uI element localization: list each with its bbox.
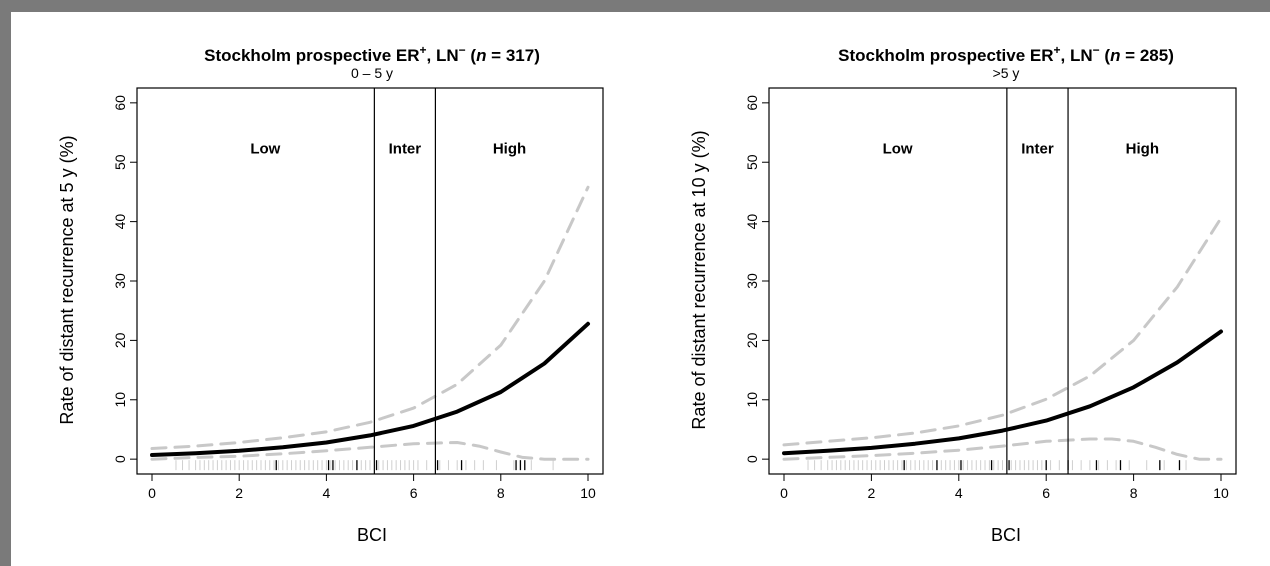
lower-ci-line bbox=[150, 441, 590, 461]
y-tick-label: 10 bbox=[744, 392, 760, 408]
x-tick-label: 0 bbox=[148, 485, 156, 501]
y-tick-label: 50 bbox=[744, 154, 760, 170]
y-axis-label: Rate of distant recurrence at 5 y (%) bbox=[57, 135, 77, 424]
y-tick-label: 60 bbox=[112, 95, 128, 111]
top-border-band bbox=[0, 0, 1270, 12]
panel-right: Stockholm prospective ER+, LN− (n = 285)… bbox=[689, 43, 1237, 545]
y-tick-label: 40 bbox=[744, 214, 760, 230]
upper-ci-line bbox=[782, 216, 1223, 447]
x-tick-label: 6 bbox=[1042, 485, 1050, 501]
plot-box bbox=[136, 87, 604, 475]
y-tick-label: 0 bbox=[744, 455, 760, 463]
y-tick-label: 20 bbox=[744, 332, 760, 348]
plot-area: Low Inter High 0 2 4 6 8 10 0 10 20 30 40 50 60 bbox=[112, 87, 604, 501]
estimate-line bbox=[782, 329, 1223, 456]
panel-title: Stockholm prospective ER+, LN− (n = 317) bbox=[204, 43, 540, 65]
y-tick-label: 40 bbox=[112, 214, 128, 230]
region-label: High bbox=[1126, 140, 1159, 157]
x-tick-label: 10 bbox=[580, 485, 596, 501]
y-tick-label: 10 bbox=[112, 392, 128, 408]
region-label: Low bbox=[883, 140, 913, 157]
x-tick-label: 4 bbox=[955, 485, 963, 501]
x-tick-label: 8 bbox=[497, 485, 505, 501]
plot-area: Low Inter High 0 2 4 6 8 10 0 10 20 30 40 50 60 bbox=[744, 87, 1237, 501]
region-label: Low bbox=[250, 140, 280, 157]
left-border-band bbox=[0, 0, 11, 566]
estimate-line bbox=[150, 321, 590, 457]
x-axis-label: BCI bbox=[991, 525, 1021, 545]
panel-subtitle: 0 – 5 y bbox=[351, 65, 393, 81]
y-axis-label: Rate of distant recurrence at 10 y (%) bbox=[689, 130, 709, 429]
y-tick-label: 60 bbox=[744, 95, 760, 111]
region-label: High bbox=[493, 140, 526, 157]
region-label: Inter bbox=[389, 140, 422, 157]
y-tick-label: 0 bbox=[112, 455, 128, 463]
panel-left: Stockholm prospective ER+, LN− (n = 317)… bbox=[57, 43, 604, 545]
x-tick-label: 6 bbox=[410, 485, 418, 501]
y-tick-label: 20 bbox=[112, 332, 128, 348]
x-tick-label: 2 bbox=[235, 485, 243, 501]
y-tick-label: 30 bbox=[744, 273, 760, 289]
panel-subtitle: >5 y bbox=[993, 65, 1020, 81]
panel-title: Stockholm prospective ER+, LN− (n = 285) bbox=[838, 43, 1174, 65]
upper-ci-line bbox=[150, 185, 590, 450]
x-tick-label: 2 bbox=[868, 485, 876, 501]
region-label: Inter bbox=[1021, 140, 1054, 157]
y-tick-label: 30 bbox=[112, 273, 128, 289]
x-tick-label: 0 bbox=[780, 485, 788, 501]
x-axis-label: BCI bbox=[357, 525, 387, 545]
x-tick-label: 10 bbox=[1213, 485, 1229, 501]
x-tick-label: 4 bbox=[323, 485, 331, 501]
x-tick-label: 8 bbox=[1130, 485, 1138, 501]
y-tick-label: 50 bbox=[112, 154, 128, 170]
